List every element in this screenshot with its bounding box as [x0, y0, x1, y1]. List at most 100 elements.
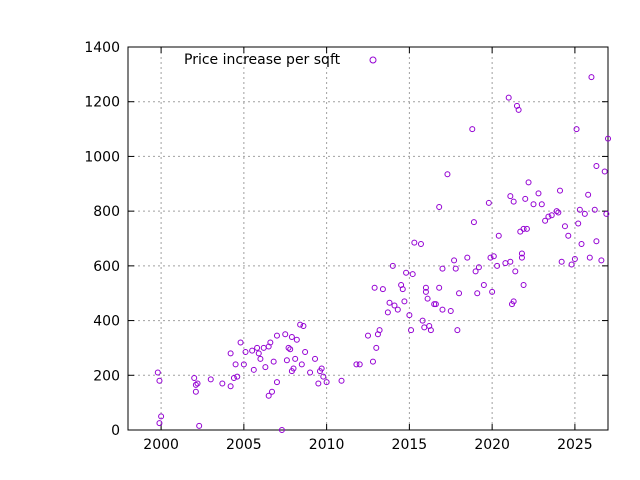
data-point — [257, 355, 264, 362]
y-tick-label: 0 — [111, 423, 120, 439]
data-point — [512, 268, 519, 275]
data-point — [270, 358, 277, 365]
data-point — [558, 258, 565, 265]
data-point — [255, 350, 262, 357]
data-point — [192, 381, 199, 388]
data-point — [207, 376, 214, 383]
data-point — [447, 307, 454, 314]
y-tick-label: 1400 — [84, 40, 120, 56]
data-point — [502, 260, 509, 267]
data-point — [489, 288, 496, 295]
data-point — [409, 271, 416, 278]
data-point — [507, 193, 514, 200]
data-point — [593, 238, 600, 245]
legend-marker — [369, 56, 377, 64]
data-point — [588, 74, 595, 81]
data-point — [517, 228, 524, 235]
data-point — [557, 187, 563, 194]
data-point — [474, 290, 481, 297]
data-point — [525, 179, 532, 186]
data-point — [456, 290, 463, 297]
data-point — [432, 301, 439, 308]
data-point — [573, 126, 580, 133]
data-point — [495, 232, 502, 239]
data-point — [593, 163, 600, 170]
data-point — [576, 206, 583, 213]
data-point — [568, 261, 575, 268]
data-point — [545, 213, 552, 220]
data-point — [323, 379, 330, 386]
data-point — [154, 369, 161, 376]
data-point — [472, 268, 479, 275]
data-point — [515, 106, 522, 113]
data-point — [439, 265, 446, 272]
data-point — [356, 361, 363, 368]
data-point — [288, 333, 295, 340]
y-tick-label: 1200 — [84, 95, 120, 111]
data-point — [411, 239, 418, 246]
data-point — [269, 388, 275, 395]
data-point — [470, 219, 477, 226]
data-point — [464, 254, 471, 261]
data-point — [353, 361, 360, 368]
data-point — [427, 327, 434, 334]
data-point — [191, 375, 198, 382]
data-point — [250, 366, 257, 373]
data-points — [154, 74, 611, 433]
data-point — [452, 265, 459, 272]
data-point — [598, 257, 605, 264]
data-point — [439, 306, 446, 313]
x-tick-label: 2025 — [557, 437, 593, 453]
y-tick-label: 800 — [93, 204, 120, 220]
legend-label: Price increase per sqft — [184, 52, 341, 68]
data-point — [287, 346, 294, 353]
data-point — [565, 232, 572, 239]
data-point — [451, 257, 458, 264]
data-point — [394, 306, 401, 313]
data-point — [436, 204, 443, 211]
data-point — [518, 250, 525, 257]
data-point — [300, 323, 307, 330]
data-point — [283, 357, 290, 364]
data-point — [505, 94, 512, 101]
data-point — [219, 380, 226, 387]
data-point — [312, 355, 319, 362]
data-point — [365, 332, 371, 339]
data-point — [444, 171, 451, 178]
data-point — [290, 365, 297, 372]
data-point — [581, 210, 588, 217]
plot-frame — [127, 46, 609, 431]
data-point — [379, 286, 386, 293]
data-point — [156, 377, 163, 384]
data-point — [421, 324, 428, 331]
data-point — [454, 327, 461, 334]
data-point — [227, 350, 234, 357]
data-point — [408, 327, 415, 334]
y-tick-label: 400 — [93, 314, 120, 330]
data-point — [548, 212, 555, 219]
data-point — [307, 369, 314, 376]
data-point — [292, 355, 299, 362]
data-point — [605, 135, 611, 142]
data-point — [586, 254, 593, 261]
data-point — [523, 225, 530, 232]
grid-lines — [128, 47, 608, 430]
data-point — [242, 349, 249, 356]
data-point — [575, 220, 582, 227]
data-point — [406, 312, 413, 319]
data-point — [494, 262, 501, 269]
data-point — [436, 284, 443, 291]
data-point — [585, 191, 592, 198]
data-point — [384, 309, 391, 316]
y-tick-label: 600 — [93, 259, 120, 275]
data-point — [227, 383, 234, 390]
data-point — [591, 206, 598, 213]
data-point — [158, 413, 165, 420]
data-point — [230, 375, 237, 382]
data-point — [571, 256, 578, 263]
data-point — [422, 284, 429, 291]
data-point — [315, 380, 322, 387]
data-point — [262, 364, 269, 371]
data-point — [373, 344, 380, 351]
